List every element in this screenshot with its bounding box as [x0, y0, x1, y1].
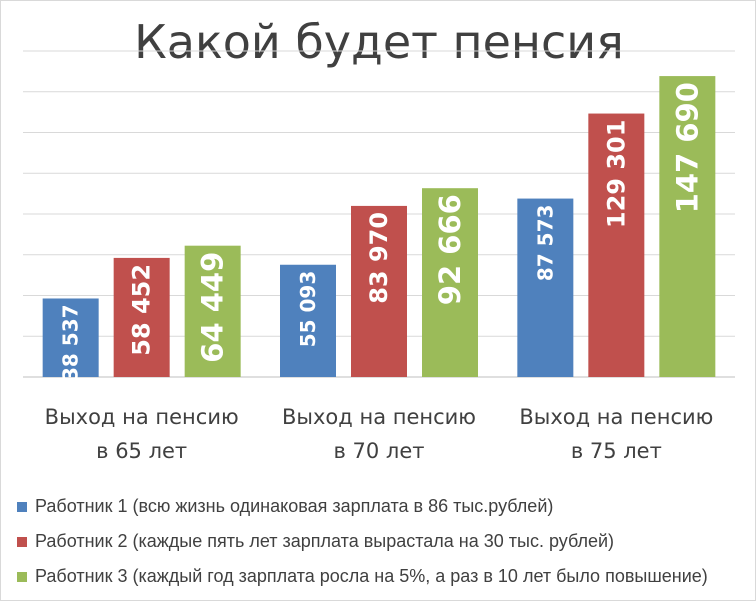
bar-s3-c2 — [422, 188, 478, 377]
bar-s1-c2 — [280, 264, 336, 377]
legend-swatch — [17, 536, 27, 547]
legend: Работник 1 (всю жизнь одинаковая зарплат… — [17, 489, 708, 594]
category-label-line: Выход на пенсию — [282, 405, 476, 429]
data-label-s1-c2: 55 093 — [296, 271, 320, 348]
legend-item-1: Работник 1 (всю жизнь одинаковая зарплат… — [17, 489, 708, 524]
bar-s3-c1 — [184, 245, 241, 377]
data-label-s1-c3: 87 573 — [533, 205, 557, 282]
legend-item-2: Работник 2 (каждые пять лет зарплата выр… — [17, 524, 708, 559]
legend-swatch — [17, 571, 27, 582]
category-label-1: Выход на пенсию в 65 лет — [22, 400, 262, 468]
category-label-line: Выход на пенсию — [519, 405, 714, 429]
data-label-s1-c1: 38 537 — [59, 304, 83, 381]
bar-s1-c1 — [42, 298, 99, 377]
bar-s2-c3 — [588, 113, 645, 378]
data-label-s3-c2: 92 666 — [433, 194, 467, 305]
data-label-s3-c3: 147 690 — [670, 82, 704, 213]
category-label-line: в 65 лет — [96, 439, 188, 463]
chart-title: Какой будет пенсия — [134, 15, 624, 69]
legend-label: Работник 1 (всю жизнь одинаковая зарплат… — [35, 496, 554, 516]
category-label-line: Выход на пенсию — [44, 405, 239, 429]
category-label-line: в 70 лет — [333, 439, 425, 463]
bar-s1-c3 — [517, 198, 574, 377]
category-label-3: Выход на пенсию в 75 лет — [496, 400, 736, 468]
bar-s3-c3 — [659, 76, 716, 377]
legend-item-3: Работник 3 (каждый год зарплата росла на… — [17, 559, 708, 594]
bar-s2-c1 — [113, 257, 170, 377]
data-label-s2-c3: 129 301 — [602, 120, 630, 229]
legend-label: Работник 3 (каждый год зарплата росла на… — [35, 566, 708, 586]
legend-label: Работник 2 (каждые пять лет зарплата выр… — [35, 531, 615, 551]
data-label-s2-c1: 58 452 — [128, 264, 156, 356]
bar-s2-c2 — [351, 205, 407, 377]
data-label-s2-c2: 83 970 — [365, 212, 393, 304]
legend-swatch — [17, 501, 27, 512]
category-label-2: Выход на пенсию в 70 лет — [259, 400, 499, 468]
data-label-s3-c1: 64 449 — [196, 252, 230, 363]
category-label-line: в 75 лет — [570, 439, 662, 463]
